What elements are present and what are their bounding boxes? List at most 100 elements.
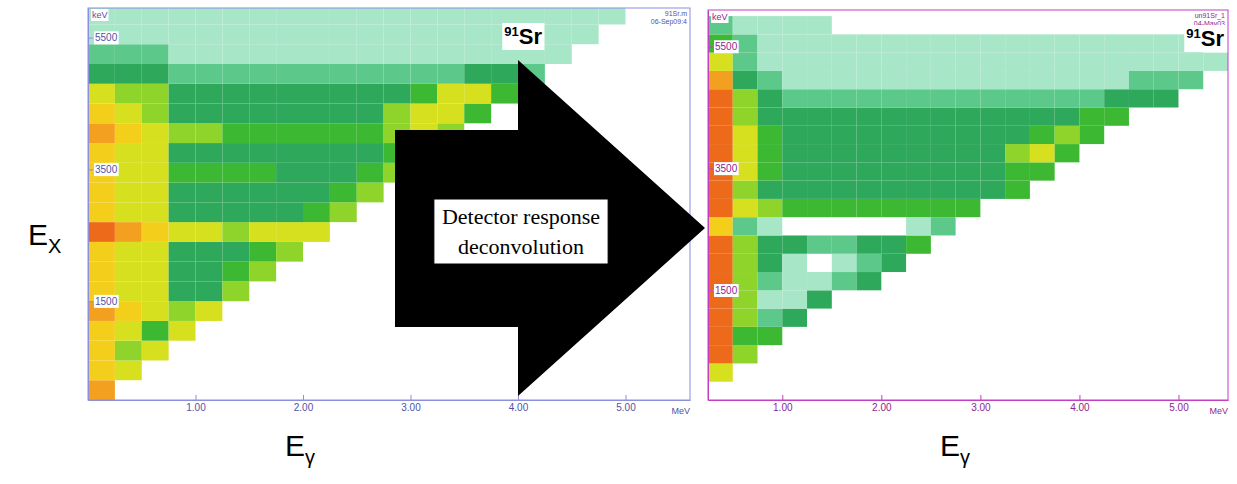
heatmap-cell (1055, 89, 1080, 107)
heatmap-cell (249, 183, 276, 203)
heatmap-cell (1178, 199, 1203, 217)
heatmap-cell (169, 64, 196, 84)
heatmap-cell (330, 341, 357, 361)
heatmap-cell (652, 281, 679, 301)
heatmap-cell (807, 272, 832, 290)
heatmap-cell (1104, 217, 1129, 235)
heatmap-cell (1030, 272, 1055, 290)
heatmap-cell (832, 144, 857, 162)
heatmap-cell (572, 360, 599, 380)
heatmap-cell (980, 199, 1005, 217)
heatmap-cell (1055, 363, 1080, 381)
heatmap-cell (1079, 89, 1104, 107)
heatmap-cell (330, 321, 357, 341)
heatmap-cell (196, 242, 223, 262)
heatmap-cell (1055, 126, 1080, 144)
heatmap-cell (330, 8, 357, 24)
heatmap-cell (357, 301, 384, 321)
heatmap-cell (330, 242, 357, 262)
heatmap-cell (142, 143, 169, 163)
heatmap-cell (1203, 199, 1228, 217)
heatmap-cell (956, 254, 981, 272)
heatmap-cell (249, 123, 276, 143)
heatmap-cell (782, 89, 807, 107)
heatmap-cell (384, 341, 411, 361)
heatmap-cell (980, 235, 1005, 253)
heatmap-cell (857, 34, 882, 52)
heatmap-cell (249, 202, 276, 222)
heatmap-cell (758, 254, 783, 272)
y-tick-mark (708, 168, 713, 169)
heatmap-cell (1154, 363, 1179, 381)
heatmap-cell (832, 272, 857, 290)
heatmap-cell (807, 327, 832, 345)
heatmap-cell (330, 183, 357, 203)
heatmap-cell (652, 104, 679, 124)
heatmap-cell (832, 254, 857, 272)
heatmap-cell (1104, 126, 1129, 144)
chart-root: 1.002.003.004.005.00150035005500keVMeV91… (0, 0, 1237, 484)
heatmap-cell (1030, 126, 1055, 144)
y-axis: 150035005500 (88, 9, 119, 401)
heatmap-cell (88, 222, 115, 242)
heatmap-cell (832, 235, 857, 253)
heatmap-cell (142, 8, 169, 24)
heatmap-cell (142, 123, 169, 143)
heatmap-cell (832, 71, 857, 89)
heatmap-cell (249, 380, 276, 400)
heatmap-cell (1154, 34, 1179, 52)
heatmap-cell (758, 162, 783, 180)
heatmap-cell (832, 363, 857, 381)
heatmap-cell (1079, 363, 1104, 381)
heatmap-cell (437, 360, 464, 380)
heatmap-cell (881, 309, 906, 327)
heatmap-cell (1178, 345, 1203, 363)
heatmap-cell (857, 108, 882, 126)
heatmap-cell (857, 235, 882, 253)
heatmap-cell (249, 163, 276, 183)
heatmap-cell (249, 262, 276, 282)
heatmap-cell (142, 163, 169, 183)
heatmap-cell (906, 108, 931, 126)
heatmap-cell (222, 262, 249, 282)
heatmap-cell (782, 327, 807, 345)
heatmap-cell (1178, 126, 1203, 144)
heatmap-cell (733, 217, 758, 235)
heatmap-cell (169, 123, 196, 143)
heatmap-cell (1079, 290, 1104, 308)
heatmap-cell (1030, 71, 1055, 89)
heatmap-cell (357, 321, 384, 341)
heatmap-cell (1005, 126, 1030, 144)
y-tick: 3500 (708, 162, 739, 175)
heatmap-cell (249, 64, 276, 84)
heatmap-cell (906, 16, 931, 34)
heatmap-cell (832, 53, 857, 71)
heatmap-cell (142, 222, 169, 242)
y-tick: 5500 (708, 40, 739, 53)
heatmap-cell (708, 108, 733, 126)
heatmap-cell (249, 341, 276, 361)
heatmap-cell (1104, 290, 1129, 308)
heatmap-cell (169, 222, 196, 242)
heatmap-cell (782, 34, 807, 52)
heatmap-cell (1079, 16, 1104, 34)
heatmap-cell (931, 108, 956, 126)
heatmap-cell (782, 71, 807, 89)
heatmap-cell (956, 199, 981, 217)
heatmap-cell (807, 126, 832, 144)
heatmap-cell (1129, 345, 1154, 363)
heatmap-cell (115, 183, 142, 203)
heatmap-cell (626, 341, 653, 361)
y-tick-label: 5500 (95, 32, 118, 43)
heatmap-cell (807, 89, 832, 107)
heatmap-cell (572, 380, 599, 400)
heatmap-cell (652, 380, 679, 400)
heatmap-cell (1055, 199, 1080, 217)
heatmap-cell (196, 123, 223, 143)
heatmap-cell (1178, 162, 1203, 180)
heatmap-cell (1178, 290, 1203, 308)
heatmap-cell (1178, 71, 1203, 89)
heatmap-cell (572, 24, 599, 44)
heatmap-cell (142, 64, 169, 84)
heatmap-cell (303, 143, 330, 163)
